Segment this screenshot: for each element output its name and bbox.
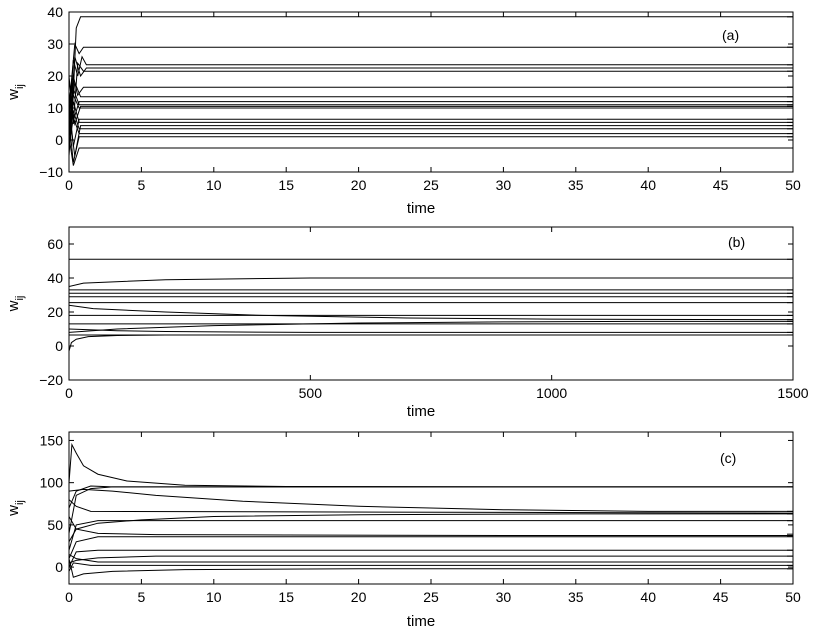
x-tick-label: 40 xyxy=(640,589,656,605)
x-tick-label: 30 xyxy=(496,177,512,193)
panel-label: (c) xyxy=(720,450,736,466)
x-tick-label: 500 xyxy=(299,385,323,401)
x-tick-label: 40 xyxy=(640,177,656,193)
series-group xyxy=(69,16,793,166)
series-line-5 xyxy=(69,499,793,514)
panel-label: (b) xyxy=(728,234,745,250)
x-tick-label: 15 xyxy=(278,177,294,193)
panel-a: 0 5 10 15 20 25 30 35 40 45 50−10010203040timewij(… xyxy=(5,4,801,217)
y-tick-label: 40 xyxy=(47,270,63,286)
x-tick-label: 0 xyxy=(65,385,73,401)
x-tick-label: 15 xyxy=(278,589,294,605)
y-tick-label: −10 xyxy=(39,164,63,180)
series-line-4 xyxy=(69,513,793,543)
y-tick-label: 100 xyxy=(40,475,64,491)
x-tick-label: 50 xyxy=(785,177,801,193)
series-line-3 xyxy=(69,56,793,141)
series-line-10 xyxy=(69,328,793,333)
series-line-4 xyxy=(69,61,793,125)
series-line-1 xyxy=(69,42,793,109)
panel-c: 0 5 10 15 20 25 30 35 40 45 50 0 50 100 150 time wij (c) xyxy=(5,431,801,630)
x-tick-label: 0 xyxy=(65,177,73,193)
y-tick-label: 20 xyxy=(47,304,63,320)
y-tick-label: 60 xyxy=(47,236,63,252)
x-tick-label: 10 xyxy=(206,177,222,193)
y-tick-label: 30 xyxy=(47,36,63,52)
x-tick-label: 35 xyxy=(568,177,584,193)
series-line-8 xyxy=(69,320,793,333)
series-line-8 xyxy=(69,88,793,134)
x-tick-label: 35 xyxy=(568,589,584,605)
series-line-7 xyxy=(69,75,793,121)
y-axis-label: wij xyxy=(5,500,26,517)
series-line-9 xyxy=(69,549,793,568)
series-line-13 xyxy=(69,111,793,157)
x-tick-label: 20 xyxy=(351,589,367,605)
series-line-17 xyxy=(69,136,793,166)
series-line-13 xyxy=(69,558,793,578)
y-tick-label: 150 xyxy=(40,432,64,448)
series-line-12 xyxy=(69,334,793,352)
plot-frame xyxy=(68,226,794,381)
y-tick-label: 0 xyxy=(55,559,63,575)
series-line-2 xyxy=(69,55,793,125)
x-tick-label: 25 xyxy=(423,589,439,605)
x-tick-label: 50 xyxy=(785,589,801,605)
x-tick-label: 25 xyxy=(423,177,439,193)
x-tick-label: 1500 xyxy=(777,385,808,401)
y-tick-label: −20 xyxy=(39,372,63,388)
series-group xyxy=(69,442,793,578)
x-tick-label: 5 xyxy=(138,177,146,193)
series-line-2 xyxy=(69,486,793,534)
series-line-1 xyxy=(69,277,793,287)
y-tick-label: 20 xyxy=(47,68,63,84)
x-tick-label: 30 xyxy=(496,589,512,605)
series-line-0 xyxy=(69,442,793,488)
series-group xyxy=(69,258,793,352)
x-axis-label: time xyxy=(407,613,435,630)
y-tick-label: 10 xyxy=(47,100,63,116)
x-tick-label: 45 xyxy=(713,589,729,605)
series-line-11 xyxy=(69,554,793,563)
x-tick-label: 5 xyxy=(138,589,146,605)
series-line-0 xyxy=(69,16,793,141)
y-tick-label: 0 xyxy=(55,132,63,148)
x-tick-label: 45 xyxy=(713,177,729,193)
y-axis-label: wij xyxy=(5,296,26,313)
series-line-6 xyxy=(69,520,793,551)
series-line-14 xyxy=(69,109,793,130)
series-line-16 xyxy=(69,120,793,163)
x-tick-label: 20 xyxy=(351,177,367,193)
series-line-15 xyxy=(69,117,793,147)
y-axis-label: wij xyxy=(5,84,26,101)
y-tick-label: 40 xyxy=(47,4,63,20)
x-tick-label: 0 xyxy=(65,589,73,605)
panel-label: (a) xyxy=(722,27,739,43)
y-tick-label: 50 xyxy=(47,517,63,533)
x-tick-label: 1000 xyxy=(536,385,567,401)
x-tick-label: 10 xyxy=(206,589,222,605)
x-axis-label: time xyxy=(407,403,435,420)
series-line-7 xyxy=(69,516,793,536)
series-line-8 xyxy=(69,536,793,559)
series-line-3 xyxy=(69,488,793,512)
x-axis-label: time xyxy=(407,200,435,217)
series-line-7 xyxy=(69,304,793,321)
y-tick-label: 0 xyxy=(55,338,63,354)
series-line-10 xyxy=(69,555,793,564)
series-line-5 xyxy=(69,75,793,115)
